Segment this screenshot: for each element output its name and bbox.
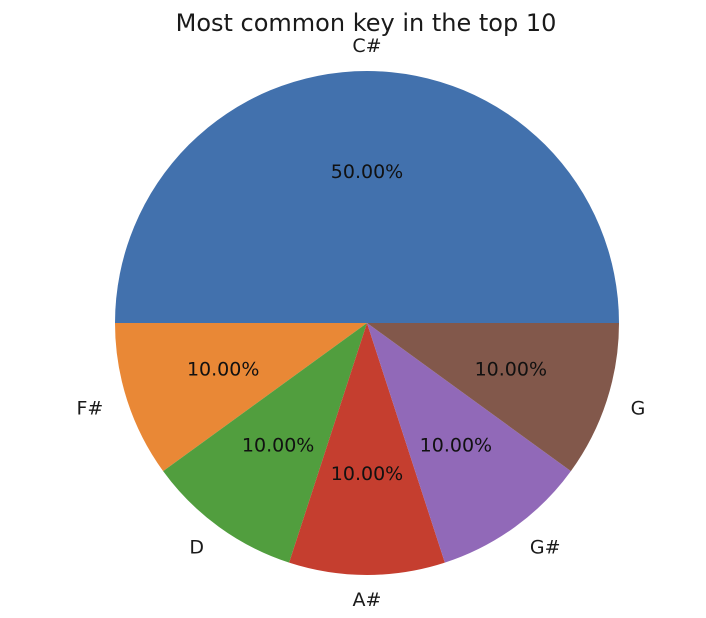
percent-label-a-sharp: 10.00% [331, 463, 403, 485]
percent-label-f-sharp: 10.00% [187, 359, 259, 381]
pie-slice-a-sharp [289, 323, 445, 576]
pie-slice-c-sharp [115, 71, 619, 323]
pie-slice-g [367, 323, 619, 472]
chart-title: Most common key in the top 10 [175, 9, 557, 37]
pie-slice-d [163, 323, 367, 563]
percent-label-g-sharp: 10.00% [420, 434, 492, 456]
percent-label-g: 10.00% [475, 359, 547, 381]
pie-slice-g-sharp [367, 323, 571, 563]
pie-slice-f-sharp [115, 323, 367, 472]
percent-label-d: 10.00% [242, 434, 314, 456]
slice-label-a-sharp: A# [353, 589, 382, 611]
slice-label-g: G [631, 398, 646, 420]
percent-label-c-sharp: 50.00% [331, 161, 403, 183]
slice-label-d: D [189, 536, 204, 558]
slice-label-f-sharp: F# [77, 398, 104, 420]
slice-label-g-sharp: G# [530, 536, 561, 558]
slice-label-c-sharp: C# [352, 35, 381, 57]
